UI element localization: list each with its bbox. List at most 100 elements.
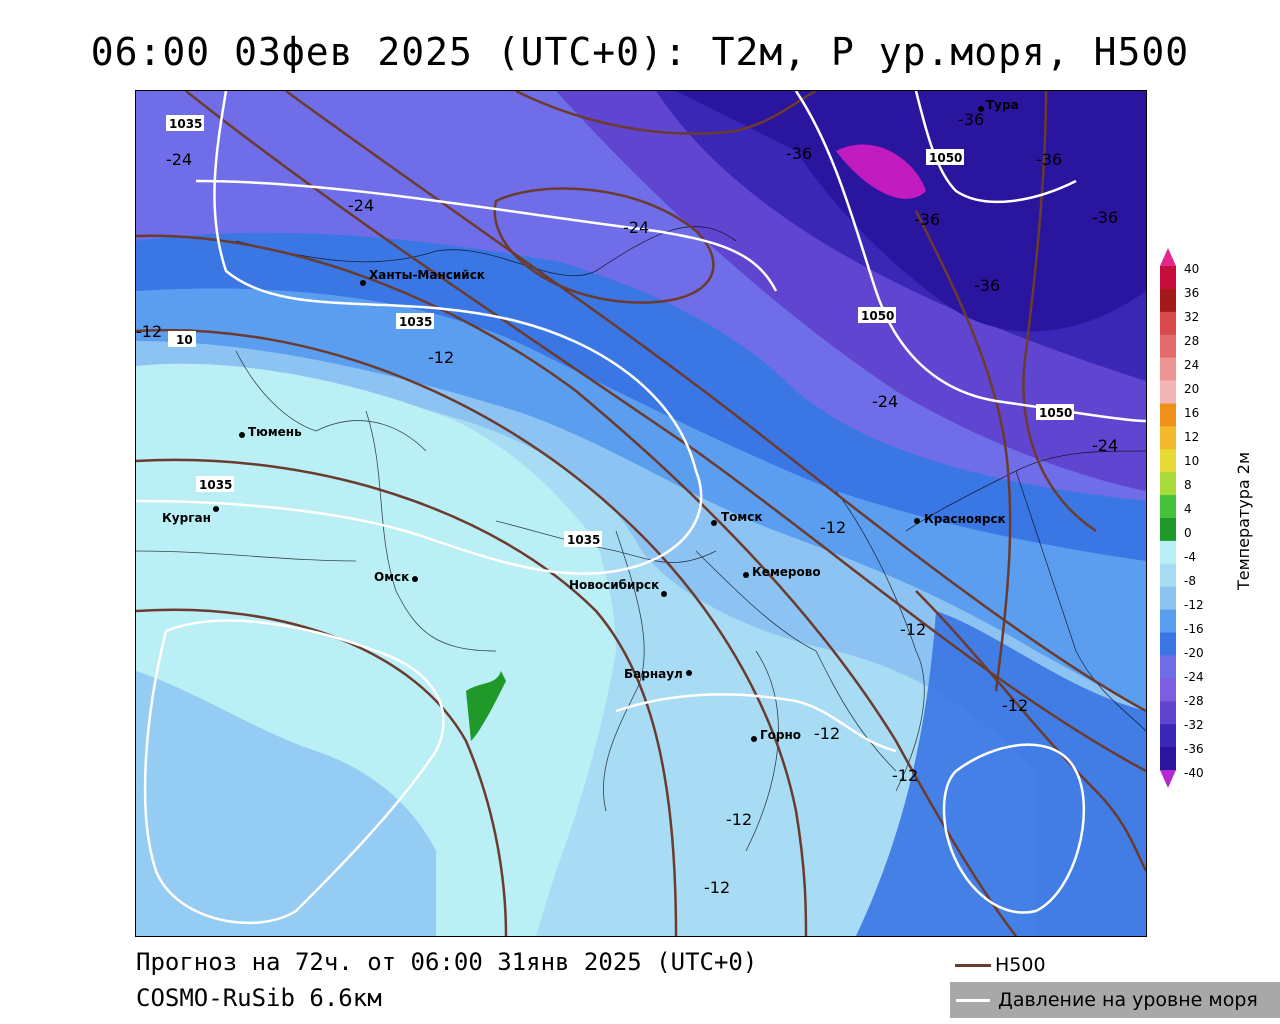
svg-text:-36: -36 [1092, 208, 1118, 227]
forecast-info: Прогноз на 72ч. от 06:00 31янв 2025 (UTC… [136, 948, 758, 976]
city-label: Курган [162, 511, 211, 525]
colorbar-cell [1160, 586, 1176, 611]
city-marker [743, 572, 749, 578]
colorbar-cell [1160, 380, 1176, 404]
city-marker [239, 432, 245, 438]
colorbar-cells [1160, 266, 1176, 771]
colorbar-tick-label: -20 [1184, 646, 1204, 660]
svg-text:-36: -36 [1036, 150, 1062, 169]
colorbar-cell [1160, 449, 1176, 473]
pressure-label: 1035 [199, 478, 232, 492]
colorbar-tick-label: 8 [1184, 478, 1192, 492]
city-marker [978, 106, 984, 112]
svg-text:-36: -36 [914, 210, 940, 229]
legend-pressure-label: Давление на уровне моря [998, 989, 1258, 1011]
colorbar-cell [1160, 540, 1176, 565]
colorbar-cell [1160, 678, 1176, 702]
pressure-label-boxes: 1035 1035 1035 1035 1050 1050 1050 10 [166, 115, 1074, 547]
pressure-label: 1035 [567, 533, 600, 547]
colorbar-arrow-bottom [1160, 770, 1176, 788]
city-label: Горно [760, 728, 801, 742]
svg-text:-36: -36 [974, 276, 1000, 295]
city-label: Кемерово [752, 565, 821, 579]
city-label: Барнаул [624, 667, 683, 681]
colorbar-tick-label: 0 [1184, 526, 1192, 540]
city-marker [914, 518, 920, 524]
temp-magenta-spot [836, 144, 926, 199]
colorbar-tick-label: 10 [1184, 454, 1200, 468]
colorbar-tick-label: 40 [1184, 262, 1200, 276]
temp-band-40 [676, 91, 1146, 332]
forecast-map: 1035 1035 1035 1035 1050 1050 1050 10 -2… [135, 90, 1147, 937]
svg-text:-24: -24 [1092, 436, 1118, 455]
city-marker [751, 736, 757, 742]
colorbar-tick-label: 12 [1184, 430, 1200, 444]
legend-h500-label: H500 [995, 954, 1046, 976]
colorbar-cell [1160, 403, 1176, 427]
admin-borders [136, 226, 1146, 852]
svg-text:-12: -12 [136, 322, 162, 341]
colorbar-tick-label: -16 [1184, 622, 1204, 636]
colorbar-cell [1160, 655, 1176, 679]
city-marker [661, 591, 667, 597]
city-marker [360, 280, 366, 286]
city-marker [711, 520, 717, 526]
svg-text:-12: -12 [814, 724, 840, 743]
h500-swatch [955, 964, 991, 967]
colorbar-cell [1160, 288, 1176, 313]
colorbar-cell [1160, 747, 1176, 771]
city-label: Тюмень [248, 425, 302, 439]
legend-h500: H500 [955, 954, 1046, 976]
legend-pressure: Давление на уровне моря [950, 982, 1280, 1018]
city-label: Омск [374, 570, 409, 584]
colorbar-cell [1160, 311, 1176, 336]
svg-text:-24: -24 [348, 196, 374, 215]
svg-text:-36: -36 [958, 110, 984, 129]
svg-text:-12: -12 [428, 348, 454, 367]
h500-contours [136, 91, 1146, 936]
colorbar-tick-label: 32 [1184, 310, 1200, 324]
pressure-label: 10 [176, 333, 193, 347]
colorbar-tick-label: -4 [1184, 550, 1196, 564]
colorbar-cell [1160, 334, 1176, 359]
svg-text:-12: -12 [704, 878, 730, 897]
colorbar-tick-label: 24 [1184, 358, 1200, 372]
city-label: Томск [721, 510, 763, 524]
city-label: Новосибирск [569, 578, 659, 592]
colorbar-cell [1160, 266, 1176, 290]
colorbar-tick-label: -28 [1184, 694, 1204, 708]
colorbar-cell [1160, 609, 1176, 634]
colorbar-tick-label: -36 [1184, 742, 1204, 756]
colorbar-title: Температура 2м [1234, 451, 1253, 590]
colorbar-tick-label: -8 [1184, 574, 1196, 588]
colorbar-cell [1160, 563, 1176, 588]
colorbar-tick-label: -12 [1184, 598, 1204, 612]
city-marker [213, 506, 219, 512]
temp-green-spot [466, 671, 506, 741]
city-label: Красноярск [924, 512, 1006, 526]
pressure-isobars [136, 91, 1146, 924]
colorbar-cell [1160, 724, 1176, 748]
colorbar-cell [1160, 518, 1176, 542]
city-marker [412, 576, 418, 582]
pressure-label: 1050 [861, 309, 894, 323]
svg-text:-24: -24 [166, 150, 192, 169]
isotherm-labels: -24 -24 -24 -12 -12 -12 -12 -12 -12 -12 … [136, 110, 1118, 897]
svg-text:-36: -36 [786, 144, 812, 163]
city-label: Тура [986, 98, 1019, 112]
city-marker [686, 670, 692, 676]
colorbar-tick-label: 28 [1184, 334, 1200, 348]
colorbar-cell [1160, 701, 1176, 725]
city-label: Ханты-Мансийск [369, 268, 485, 282]
colorbar-cell [1160, 472, 1176, 496]
pressure-label: 1050 [929, 151, 962, 165]
colorbar-cell [1160, 495, 1176, 519]
map-title: 06:00 03фев 2025 (UTC+0): T2м, P ур.моря… [90, 30, 1190, 74]
colorbar-tick-label: -24 [1184, 670, 1204, 684]
svg-text:-12: -12 [900, 620, 926, 639]
temp-band-east [856, 611, 1146, 936]
svg-text:-24: -24 [623, 218, 649, 237]
cities: Ханты-Мансийск Тюмень Курган Омск Новоси… [162, 98, 1019, 742]
model-info: COSMO-RuSib 6.6км [136, 984, 382, 1012]
svg-text:-12: -12 [892, 766, 918, 785]
